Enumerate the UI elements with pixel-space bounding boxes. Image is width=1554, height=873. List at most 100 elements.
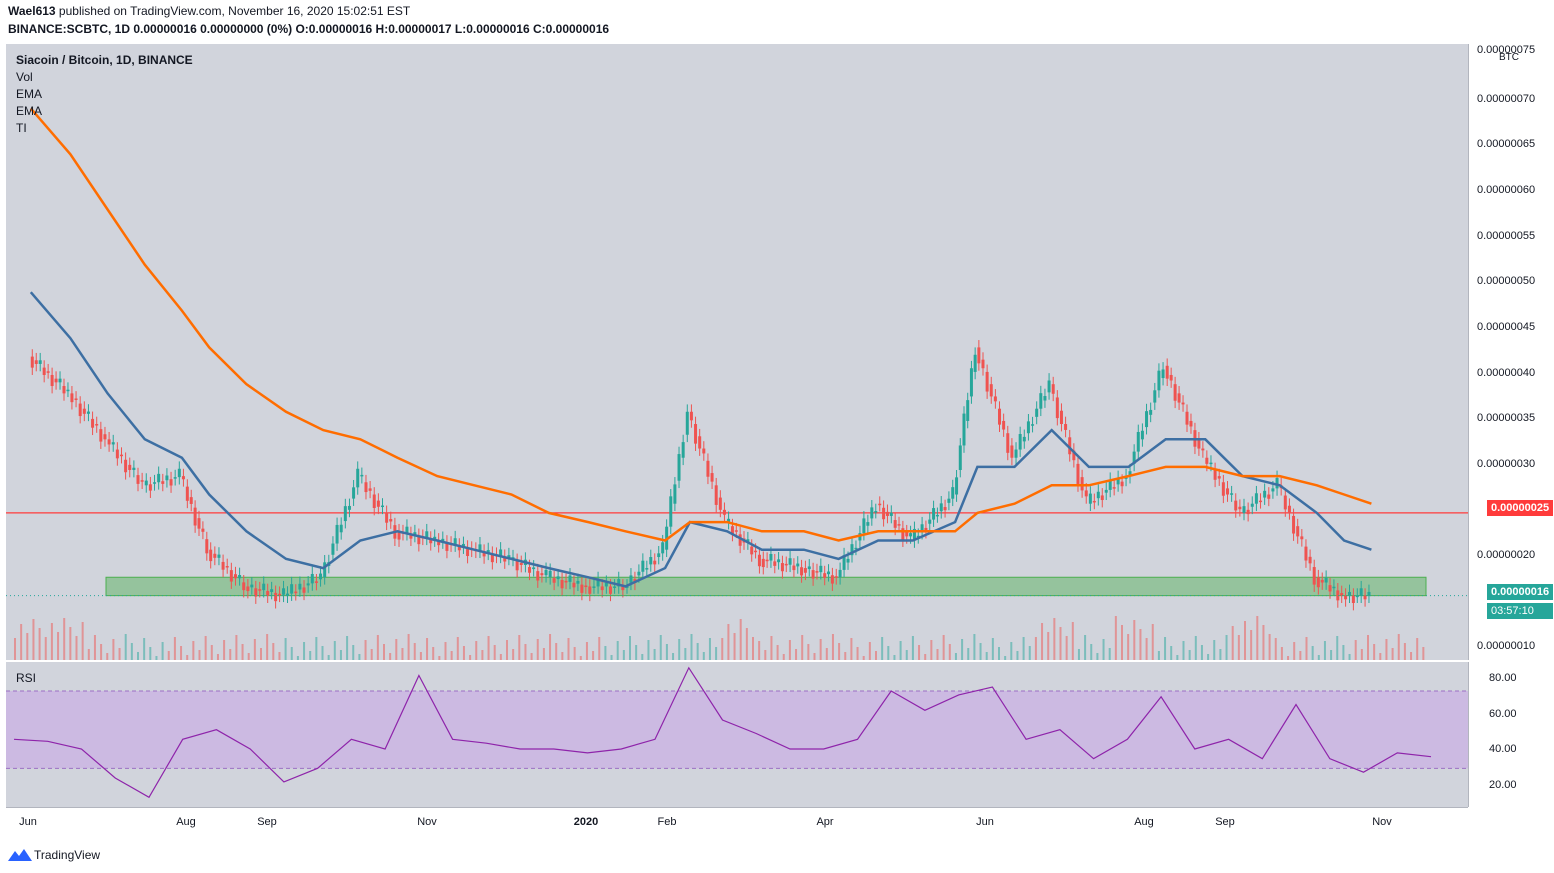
volume-bar bbox=[1256, 616, 1259, 660]
volume-bar bbox=[745, 628, 748, 660]
volume-bar bbox=[659, 635, 662, 660]
candle-body bbox=[270, 589, 274, 592]
candle-body bbox=[951, 487, 955, 499]
volume-bar bbox=[776, 645, 779, 660]
candle-body bbox=[254, 588, 258, 597]
volume-bar bbox=[161, 642, 164, 660]
time-label: Sep bbox=[257, 816, 277, 828]
volume-bar bbox=[1354, 640, 1357, 660]
volume-bar bbox=[573, 647, 576, 660]
legend-ema-fast[interactable]: EMA bbox=[16, 87, 43, 101]
candle-body bbox=[1018, 434, 1022, 450]
volume-bar bbox=[622, 650, 625, 660]
candle-body bbox=[490, 553, 494, 563]
author[interactable]: Wael613 bbox=[8, 4, 56, 18]
volume-bar bbox=[167, 651, 170, 660]
candle-body bbox=[761, 558, 765, 568]
candle-body bbox=[893, 520, 897, 528]
volume-bar bbox=[1053, 618, 1056, 660]
candle-body bbox=[294, 591, 298, 594]
candle-body bbox=[1344, 595, 1348, 600]
volume-bar bbox=[819, 639, 822, 660]
volume-bar bbox=[678, 639, 681, 660]
candle-body bbox=[998, 408, 1002, 425]
rsi-pane[interactable]: RSI bbox=[6, 662, 1468, 807]
price-axis[interactable]: BTC 0.00000075 0.00000070 0.00000065 0.0… bbox=[1468, 44, 1554, 660]
time-axis[interactable]: Jun Aug Sep Nov 2020 Feb Apr Jun Aug Sep… bbox=[6, 807, 1468, 837]
volume-bar bbox=[708, 638, 711, 660]
candle-body bbox=[897, 524, 901, 526]
candle-body bbox=[352, 487, 356, 499]
brand-name[interactable]: TradingView bbox=[34, 848, 101, 862]
volume-bar bbox=[389, 653, 392, 660]
volume-bar bbox=[69, 627, 72, 660]
candle-body bbox=[935, 514, 939, 517]
candle-body bbox=[629, 575, 633, 583]
volume-bar bbox=[309, 651, 312, 660]
candle-body bbox=[973, 354, 977, 372]
volume-bar bbox=[1145, 638, 1148, 660]
candle-body bbox=[441, 538, 445, 542]
volume-bar bbox=[1010, 642, 1013, 660]
candle-body bbox=[1047, 380, 1051, 393]
candle-body bbox=[1267, 494, 1271, 499]
candle-body bbox=[99, 429, 103, 442]
candle-body bbox=[617, 579, 621, 587]
candle-body bbox=[1116, 477, 1120, 485]
volume-bar bbox=[1287, 656, 1290, 660]
volume-bar bbox=[998, 647, 1000, 660]
legend-vol[interactable]: Vol bbox=[16, 70, 33, 84]
volume-bar bbox=[825, 648, 828, 660]
candle-body bbox=[46, 371, 50, 373]
volume-bar bbox=[20, 624, 23, 660]
volume-bar bbox=[1293, 642, 1296, 660]
volume-bar bbox=[598, 637, 601, 660]
legend-ti[interactable]: TI bbox=[16, 121, 27, 135]
candle-body bbox=[124, 459, 128, 473]
price-chart bbox=[6, 107, 1468, 660]
candle-body bbox=[217, 554, 221, 558]
last-price-tag: 0.00000016 bbox=[1487, 584, 1553, 600]
volume-bar bbox=[81, 622, 84, 660]
candle-body bbox=[250, 584, 254, 588]
candle-body bbox=[637, 571, 641, 576]
volume-bar bbox=[137, 652, 139, 660]
volume-bar bbox=[665, 644, 668, 660]
rsi-legend[interactable]: RSI bbox=[16, 671, 37, 685]
candle-body bbox=[238, 575, 242, 579]
candle-body bbox=[784, 563, 788, 566]
volume-bar bbox=[450, 651, 453, 660]
candle-body bbox=[985, 371, 989, 392]
price-pane[interactable]: Siacoin / Bitcoin, 1D, BINANCE Vol EMA E… bbox=[6, 44, 1468, 660]
volume-bar bbox=[813, 653, 816, 660]
candle-body bbox=[1014, 449, 1018, 458]
candle-body bbox=[1283, 495, 1287, 510]
volume-bar bbox=[1231, 626, 1234, 660]
candle-body bbox=[1225, 488, 1229, 495]
candle-body bbox=[103, 434, 107, 440]
candle-body bbox=[613, 586, 617, 588]
footer: TradingView bbox=[0, 837, 1554, 873]
volume-bar bbox=[198, 650, 201, 660]
candle-body bbox=[1197, 439, 1201, 449]
candle-body bbox=[544, 569, 548, 576]
volume-bar bbox=[124, 634, 127, 660]
volume-bar bbox=[727, 624, 730, 660]
candle-body bbox=[792, 565, 796, 571]
rsi-axis[interactable]: 80.00 60.00 40.00 20.00 bbox=[1468, 662, 1554, 807]
candle-body bbox=[1254, 493, 1258, 504]
tradingview-logo-icon[interactable] bbox=[8, 847, 32, 863]
volume-bar bbox=[44, 637, 47, 660]
volume-bar bbox=[1176, 655, 1179, 660]
candle-body bbox=[380, 505, 384, 508]
volume-bar bbox=[555, 643, 558, 660]
time-label: Nov bbox=[417, 816, 437, 828]
volume-bar bbox=[1391, 648, 1394, 660]
resistance-price-tag: 0.00000025 bbox=[1487, 500, 1553, 516]
time-label: 2020 bbox=[573, 816, 599, 828]
volume-bar bbox=[481, 650, 484, 660]
candle-body bbox=[209, 549, 213, 562]
volume-bar bbox=[75, 636, 78, 660]
legend-ema-slow[interactable]: EMA bbox=[16, 104, 43, 118]
volume-bar bbox=[1280, 647, 1283, 660]
